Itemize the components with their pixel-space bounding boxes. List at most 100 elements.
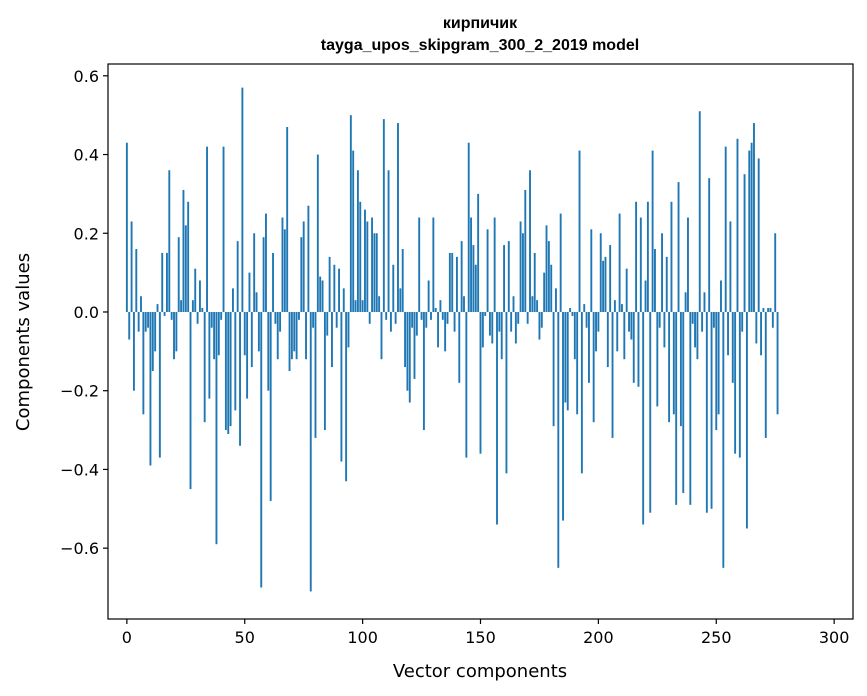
bar	[764, 311, 767, 438]
bar	[293, 311, 296, 352]
bar	[203, 311, 206, 423]
bar	[455, 256, 458, 312]
bar	[712, 311, 715, 328]
bar	[684, 292, 687, 312]
bar	[359, 201, 362, 312]
bar	[618, 213, 621, 312]
bar	[401, 249, 404, 312]
bar	[194, 268, 197, 312]
bar	[604, 256, 607, 312]
bar	[276, 311, 279, 360]
bar	[762, 308, 765, 312]
bar	[564, 311, 567, 403]
bar	[366, 221, 369, 312]
bar	[331, 311, 333, 368]
bar	[649, 311, 652, 513]
y-tick-label: 0.0	[74, 303, 99, 322]
bar	[639, 217, 642, 312]
bar	[557, 311, 560, 568]
bar	[288, 311, 291, 372]
bar	[130, 221, 133, 312]
bar	[503, 245, 506, 312]
bar	[394, 311, 397, 324]
bar	[597, 311, 600, 332]
bar	[687, 217, 689, 312]
bar	[701, 311, 704, 332]
bar	[128, 311, 131, 340]
bar	[705, 311, 708, 513]
bar	[156, 304, 159, 312]
bar	[722, 311, 725, 568]
bar	[458, 311, 461, 383]
bar	[267, 311, 270, 391]
bar	[562, 311, 564, 521]
bar	[448, 252, 451, 312]
bar	[236, 241, 239, 312]
bar	[644, 280, 647, 312]
bar	[411, 311, 414, 328]
chart-title-line-2: tayga_upos_skipgram_300_2_2019 model	[321, 37, 639, 54]
bar	[590, 229, 593, 312]
bar	[418, 217, 421, 312]
bar	[559, 213, 562, 312]
bar	[342, 288, 345, 312]
bar	[595, 311, 597, 352]
bar	[453, 311, 456, 332]
bar	[512, 296, 515, 312]
bar	[257, 311, 260, 352]
bar	[241, 87, 244, 312]
bar	[665, 256, 668, 312]
bar	[220, 311, 223, 320]
x-tick-label: 200	[583, 628, 614, 647]
bar	[621, 304, 623, 312]
bar	[312, 311, 315, 328]
bar	[654, 249, 656, 312]
bar	[543, 272, 546, 312]
bar	[583, 304, 586, 312]
bar	[514, 311, 517, 344]
bar	[154, 311, 157, 352]
bar	[609, 245, 612, 312]
x-tick-label: 250	[701, 628, 732, 647]
bar	[387, 170, 390, 312]
bar	[125, 142, 128, 312]
bar	[149, 311, 152, 466]
bar	[524, 189, 527, 312]
bar	[552, 311, 555, 427]
bar	[635, 201, 638, 312]
bar	[182, 189, 185, 312]
bar	[694, 311, 696, 348]
bar	[180, 300, 183, 312]
bar	[717, 311, 720, 415]
bar	[724, 146, 727, 312]
bar	[246, 311, 249, 399]
bar	[184, 225, 187, 312]
bar	[427, 280, 430, 312]
bar	[144, 311, 147, 332]
bar	[545, 225, 548, 312]
bar	[460, 241, 463, 312]
bar	[326, 311, 329, 336]
bar	[335, 311, 338, 328]
bar	[755, 311, 758, 344]
bar	[253, 233, 256, 312]
bar	[470, 217, 473, 312]
bar	[632, 311, 635, 383]
bar	[526, 311, 529, 324]
bar	[177, 237, 180, 312]
bar	[269, 311, 272, 501]
bar	[538, 311, 541, 340]
y-tick-label: 0.2	[74, 224, 99, 243]
bar	[265, 213, 267, 312]
bar	[675, 311, 678, 505]
bar	[550, 264, 553, 312]
bar	[356, 170, 359, 312]
bar	[425, 311, 428, 328]
bar	[531, 296, 534, 312]
bar	[760, 311, 762, 356]
bar	[430, 311, 432, 320]
bar	[173, 311, 175, 360]
bar	[625, 268, 628, 312]
bar	[474, 264, 477, 312]
